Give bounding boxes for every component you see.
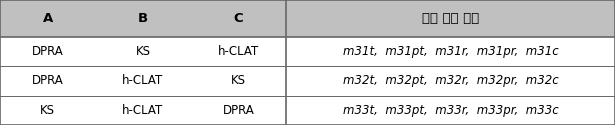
Bar <box>0 66 95 96</box>
Text: m33t,  m33pt,  m33r,  m33pr,  m33c: m33t, m33pt, m33r, m33pr, m33c <box>343 104 558 117</box>
Text: 분류 결과 변수: 분류 결과 변수 <box>422 12 479 25</box>
Bar <box>95 37 191 66</box>
Bar <box>286 66 615 96</box>
Text: KS: KS <box>231 74 246 87</box>
Text: C: C <box>234 12 243 25</box>
Text: DPRA: DPRA <box>32 74 63 87</box>
Text: DPRA: DPRA <box>32 45 63 58</box>
Bar <box>0 37 95 66</box>
Bar <box>95 0 191 37</box>
Bar <box>191 0 286 37</box>
Text: h-CLAT: h-CLAT <box>122 74 164 87</box>
Text: B: B <box>138 12 148 25</box>
Text: KS: KS <box>135 45 151 58</box>
Bar <box>0 0 95 37</box>
Bar <box>286 0 615 37</box>
Bar <box>286 96 615 125</box>
Text: m31t,  m31pt,  m31r,  m31pr,  m31c: m31t, m31pt, m31r, m31pr, m31c <box>343 45 558 58</box>
Text: DPRA: DPRA <box>223 104 254 117</box>
Text: KS: KS <box>40 104 55 117</box>
Bar <box>191 66 286 96</box>
Bar <box>95 66 191 96</box>
Text: m32t,  m32pt,  m32r,  m32pr,  m32c: m32t, m32pt, m32r, m32pr, m32c <box>343 74 558 87</box>
Text: h-CLAT: h-CLAT <box>218 45 259 58</box>
Bar <box>191 96 286 125</box>
Bar <box>191 37 286 66</box>
Bar <box>0 96 95 125</box>
Bar <box>95 96 191 125</box>
Text: h-CLAT: h-CLAT <box>122 104 164 117</box>
Text: A: A <box>42 12 53 25</box>
Bar <box>286 37 615 66</box>
